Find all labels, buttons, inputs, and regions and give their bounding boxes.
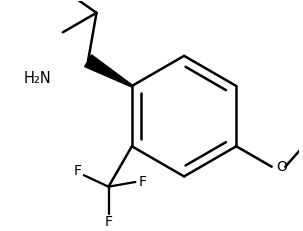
Polygon shape	[85, 55, 132, 87]
Text: F: F	[139, 175, 147, 189]
Text: O: O	[277, 160, 288, 174]
Text: F: F	[74, 164, 82, 178]
Text: F: F	[105, 215, 112, 229]
Text: H₂N: H₂N	[24, 71, 52, 86]
